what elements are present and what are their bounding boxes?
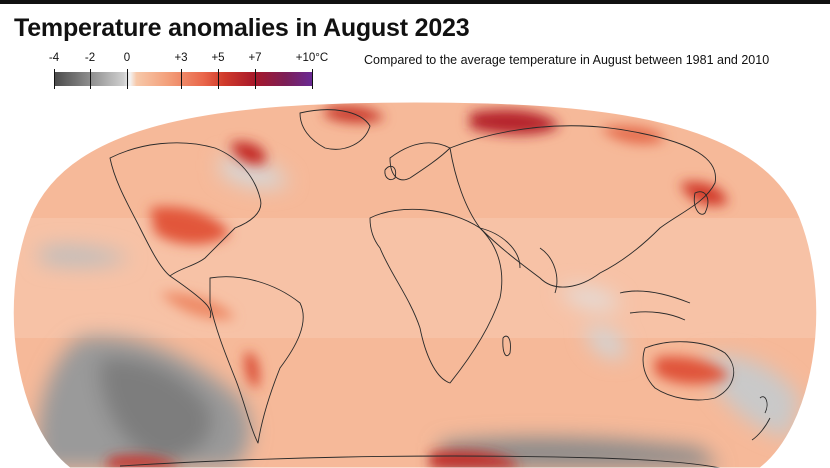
legend-label-plus7: +7 bbox=[248, 52, 262, 64]
legend-label-plus10: +10°C bbox=[295, 52, 329, 64]
legend-tick bbox=[181, 69, 182, 89]
legend-label-minus2: -2 bbox=[84, 52, 96, 64]
warm-anomaly-regions bbox=[105, 106, 730, 468]
legend-label-plus5: +5 bbox=[211, 52, 225, 64]
world-map-svg bbox=[12, 101, 818, 468]
map-boundary bbox=[12, 101, 818, 468]
color-legend: -4 -2 0 +3 +5 +7 +10°C bbox=[40, 52, 340, 94]
anomaly-field bbox=[13, 102, 817, 468]
legend-tick bbox=[127, 69, 128, 89]
legend-tick bbox=[90, 69, 91, 89]
map-title: Temperature anomalies in August 2023 bbox=[14, 14, 470, 42]
legend-label-plus3: +3 bbox=[174, 52, 188, 64]
legend-tick bbox=[312, 69, 313, 89]
coastlines bbox=[109, 109, 771, 468]
world-map bbox=[0, 98, 830, 468]
map-subtitle: Compared to the average temperature in A… bbox=[364, 53, 770, 67]
legend-label-0: 0 bbox=[123, 52, 131, 64]
cool-anomaly-regions bbox=[37, 157, 800, 468]
top-rule bbox=[0, 0, 830, 4]
legend-tick bbox=[218, 69, 219, 89]
legend-label-minus4: -4 bbox=[48, 52, 60, 64]
legend-tick bbox=[255, 69, 256, 89]
legend-tick bbox=[54, 69, 55, 89]
legend-color-bar bbox=[54, 72, 312, 86]
